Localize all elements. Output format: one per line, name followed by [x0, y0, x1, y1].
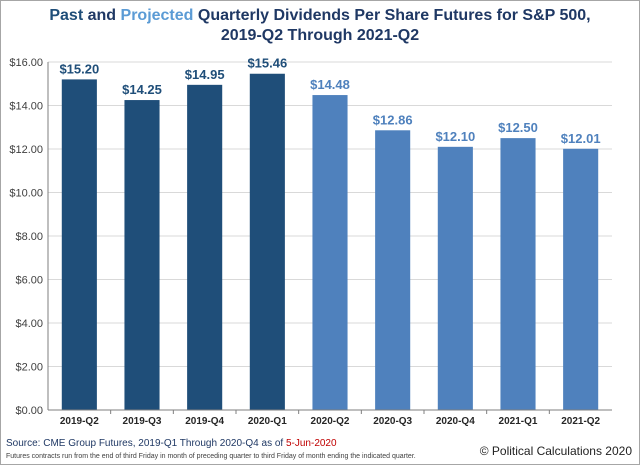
y-axis: $0.00 $2.00 $4.00 $6.00 $8.00 $10.00 $12.00 $14…	[9, 57, 49, 417]
bar-2020-q4	[437, 146, 473, 410]
y-tick-label: $0.00	[15, 405, 43, 417]
bars	[61, 73, 599, 411]
value-label: $15.20	[59, 61, 99, 76]
title-line-1-rest: Quarterly Dividends Per Share Futures fo…	[197, 7, 591, 24]
x-tick-label: 2021-Q1	[499, 416, 538, 427]
value-label: $12.50	[498, 120, 538, 135]
value-labels: $15.20 $14.25 $14.95 $15.46 $14.48 $12.86 $12.…	[59, 56, 600, 146]
value-label: $14.95	[185, 67, 225, 82]
x-tick-label: 2019-Q4	[185, 416, 224, 427]
value-label: $12.86	[373, 112, 413, 127]
bar-2020-q1	[249, 73, 285, 411]
bar-2019-q4	[187, 84, 223, 411]
bar-2019-q2	[61, 79, 97, 411]
value-label: $12.10	[435, 129, 475, 144]
y-tick-label: $2.00	[15, 362, 43, 374]
bar-2019-q3	[124, 100, 160, 410]
source-label: Source: CME Group Futures, 2019-Q1 Throu…	[6, 438, 284, 449]
x-tick-label: 2020-Q1	[248, 416, 287, 427]
bar-2021-q1	[500, 138, 536, 410]
title-past-word: Past	[49, 7, 84, 24]
title-projected-word: Projected	[120, 7, 194, 24]
source-date: 5-Jun-2020	[285, 438, 337, 449]
x-tick-label: 2019-Q3	[123, 416, 162, 427]
source-note: Source: CME Group Futures, 2019-Q1 Throu…	[6, 438, 337, 449]
footnote: Futures contracts run from the end of th…	[6, 453, 416, 460]
y-tick-label: $12.00	[9, 144, 43, 156]
x-tick-label: 2020-Q3	[373, 416, 412, 427]
x-tick-label: 2021-Q2	[561, 416, 600, 427]
title-line-1: Past and Projected Quarterly Dividends P…	[0, 6, 640, 26]
copyright: © Political Calculations 2020	[479, 444, 632, 458]
value-label: $12.01	[561, 131, 601, 146]
bar-2020-q2	[312, 95, 348, 410]
value-label: $14.25	[122, 82, 162, 97]
title-line-2: 2019-Q2 Through 2021-Q2	[220, 27, 420, 44]
x-axis: 2019-Q2 2019-Q3 2019-Q4 2020-Q1 2020-Q2 2020-…	[48, 409, 612, 427]
value-label: $15.46	[247, 56, 287, 71]
chart-title: Past and Projected Quarterly Dividends P…	[0, 6, 640, 46]
bar-2020-q3	[375, 130, 411, 411]
x-tick-label: 2020-Q4	[436, 416, 475, 427]
value-label: $14.48	[310, 77, 350, 92]
x-tick-label: 2020-Q2	[311, 416, 350, 427]
y-tick-label: $6.00	[15, 275, 43, 287]
y-tick-label: $14.00	[9, 101, 43, 113]
y-tick-label: $10.00	[9, 188, 43, 200]
x-tick-label: 2019-Q2	[60, 416, 99, 427]
y-tick-label: $16.00	[9, 57, 43, 69]
y-tick-label: $8.00	[15, 231, 43, 243]
bar-2021-q2	[563, 148, 599, 410]
y-tick-label: $4.00	[15, 318, 43, 330]
title-and-word: and	[87, 7, 117, 24]
